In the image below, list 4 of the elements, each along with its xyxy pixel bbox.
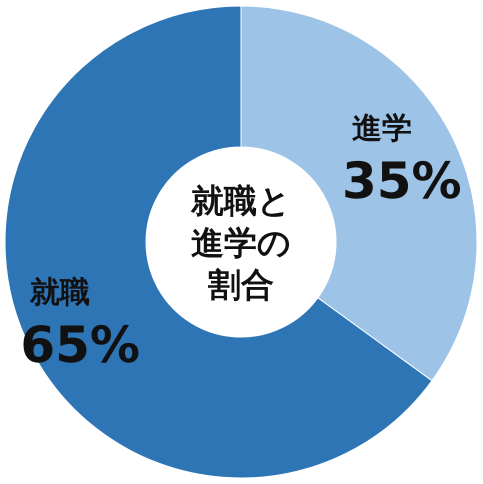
slice-label: 就職	[29, 274, 90, 310]
data-label: 35%	[342, 152, 462, 210]
slice-label: 進学	[352, 111, 412, 146]
text: 就職と進学の割合	[190, 181, 291, 304]
